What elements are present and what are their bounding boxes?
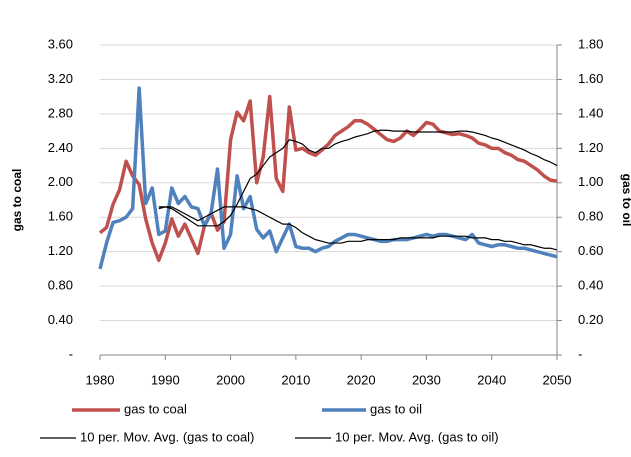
y2-tick-label: 1.20 [578, 140, 603, 155]
y2-tick-label: 0.80 [578, 209, 603, 224]
y2-tick-label: - [578, 346, 582, 361]
legend-label: 10 per. Mov. Avg. (gas to coal) [80, 429, 254, 444]
y-tick-label: 0.40 [48, 312, 73, 327]
y-tick-label: 2.40 [48, 140, 73, 155]
x-tick-label: 2010 [281, 372, 310, 387]
x-tick-label: 2030 [412, 372, 441, 387]
legend-label: gas to oil [370, 401, 422, 416]
y2-tick-label: 1.00 [578, 174, 603, 189]
x-tick-label: 2000 [216, 372, 245, 387]
y2-axis-title: gas to oil [620, 174, 631, 227]
series-line [98, 94, 558, 263]
y2-tick-label: 0.60 [578, 243, 603, 258]
legend-label: gas to coal [124, 401, 187, 416]
series-line [158, 206, 558, 251]
series-line [158, 129, 558, 227]
y2-tick-label: 0.40 [578, 278, 603, 293]
y-tick-label: 0.80 [48, 278, 73, 293]
y-tick-label: 2.80 [48, 105, 73, 120]
y2-tick-label: 1.60 [578, 71, 603, 86]
y2-tick-label: 1.40 [578, 105, 603, 120]
x-tick-label: 2050 [543, 372, 572, 387]
y-tick-label: 2.00 [48, 174, 73, 189]
y-tick-label: 1.20 [48, 243, 73, 258]
series-line [98, 86, 558, 270]
y-tick-label: 1.60 [48, 209, 73, 224]
y-axis-title: gas to coal [10, 169, 24, 232]
legend-label: 10 per. Mov. Avg. (gas to oil) [335, 429, 499, 444]
x-tick-label: 2020 [347, 372, 376, 387]
y-tick-label: 3.60 [48, 36, 73, 51]
y-tick-label: - [69, 346, 73, 361]
x-tick-label: 1980 [86, 372, 115, 387]
x-tick-label: 2040 [477, 372, 506, 387]
y2-tick-label: 1.80 [578, 36, 603, 51]
y2-tick-label: 0.20 [578, 312, 603, 327]
y-tick-label: 3.20 [48, 71, 73, 86]
x-tick-label: 1990 [151, 372, 180, 387]
